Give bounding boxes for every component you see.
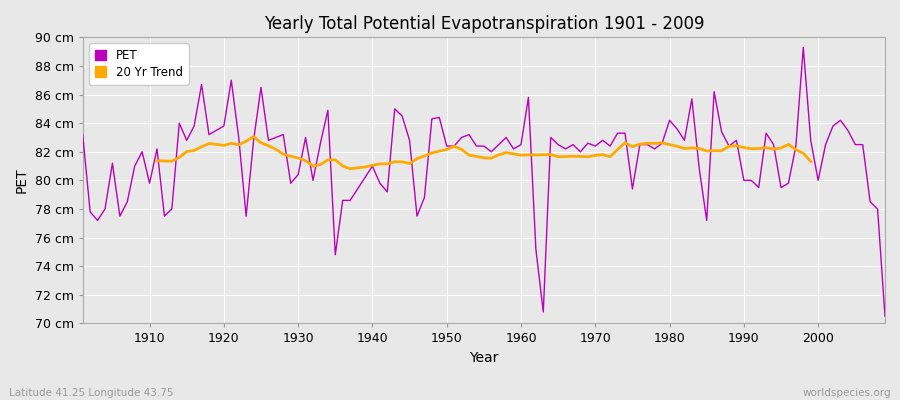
Text: Latitude 41.25 Longitude 43.75: Latitude 41.25 Longitude 43.75 (9, 388, 174, 398)
Y-axis label: PET: PET (15, 168, 29, 193)
Title: Yearly Total Potential Evapotranspiration 1901 - 2009: Yearly Total Potential Evapotranspiratio… (264, 15, 704, 33)
Legend: PET, 20 Yr Trend: PET, 20 Yr Trend (88, 43, 189, 84)
Text: worldspecies.org: worldspecies.org (803, 388, 891, 398)
X-axis label: Year: Year (469, 351, 499, 365)
